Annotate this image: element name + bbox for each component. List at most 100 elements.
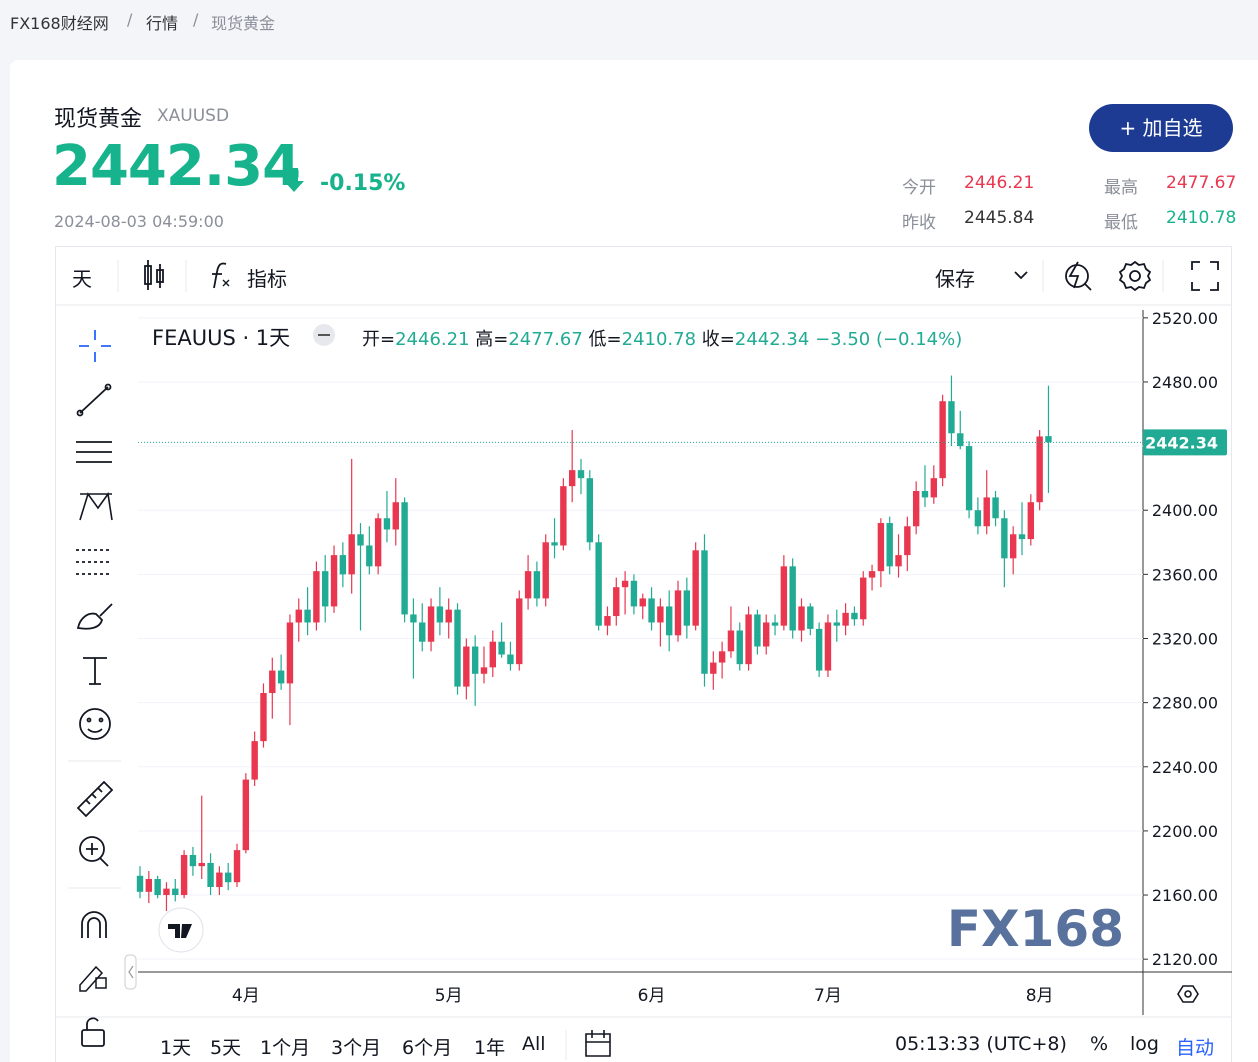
auto-toggle[interactable]: 自动 — [1176, 1037, 1215, 1059]
candle-body — [586, 478, 594, 543]
candle-body — [198, 862, 205, 867]
candle-body — [225, 872, 232, 883]
range-button[interactable]: 3个月 — [331, 1037, 382, 1059]
candle-body — [895, 555, 902, 567]
candle-body — [207, 862, 214, 888]
candle-body — [419, 622, 426, 642]
candle-body — [763, 622, 770, 647]
candle-body — [666, 606, 673, 636]
stat-label: 最低 — [1104, 213, 1138, 233]
candle-body — [983, 497, 990, 527]
candle-body — [736, 630, 743, 665]
range-button[interactable]: 1天 — [160, 1037, 192, 1059]
candle-body — [798, 606, 805, 631]
quote-name: 现货黄金 — [54, 107, 143, 132]
interval-button[interactable]: 天 — [72, 267, 92, 291]
x-tick-label: 4月 — [232, 986, 260, 1006]
range-button[interactable]: 6个月 — [402, 1037, 453, 1059]
indicators-button[interactable]: 指标 — [247, 267, 287, 291]
stat-label: 昨收 — [902, 213, 936, 233]
candle-body — [295, 609, 302, 623]
candle-body — [1001, 518, 1008, 559]
quote-symbol: XAUUSD — [157, 106, 230, 126]
range-button[interactable]: 1年 — [474, 1037, 506, 1059]
stat-value: 2410.78 — [1166, 208, 1237, 228]
quote-time: 2024-08-03 04:59:00 — [54, 212, 224, 231]
candle-body — [595, 542, 602, 626]
candle-body — [242, 779, 250, 851]
candle-body — [1036, 436, 1043, 503]
candle-body — [842, 612, 849, 626]
log-toggle[interactable]: log — [1130, 1033, 1159, 1055]
candle-body — [330, 555, 338, 607]
last-price-label: 2442.34 — [1145, 433, 1218, 452]
candle-body — [216, 872, 223, 888]
legend-label: 开= — [362, 329, 396, 350]
candle-body — [974, 510, 982, 527]
candle-body — [542, 542, 549, 599]
candle-body — [348, 534, 355, 575]
clock: 05:13:33 (UTC+8) — [895, 1033, 1067, 1055]
candle-body — [648, 598, 655, 623]
candle-body — [577, 470, 585, 479]
range-button[interactable]: 5天 — [210, 1037, 242, 1059]
candle-body — [939, 401, 946, 479]
legend-value: 2442.34 — [734, 329, 810, 350]
range-button[interactable]: 1个月 — [260, 1037, 311, 1059]
x-tick-label: 5月 — [435, 986, 463, 1006]
candle-body — [427, 606, 435, 642]
x-tick-label: 8月 — [1026, 986, 1054, 1006]
candle-body — [630, 580, 638, 607]
candle-body — [957, 433, 964, 447]
legend-label: 高= — [475, 329, 509, 350]
breadcrumb-link[interactable]: FX168财经网 — [10, 14, 109, 33]
save-button[interactable]: 保存 — [935, 267, 975, 291]
candle-body — [639, 598, 646, 607]
candle-body — [163, 888, 170, 896]
candle-body — [912, 490, 920, 527]
stat-label: 今开 — [902, 178, 936, 198]
candle-body — [374, 518, 382, 567]
breadcrumb-link[interactable]: 行情 — [146, 14, 179, 33]
y-tick-label: 2320.00 — [1152, 630, 1218, 649]
quote-change: -0.15% — [320, 171, 406, 196]
percent-toggle[interactable]: % — [1090, 1033, 1109, 1055]
candle-body — [180, 854, 188, 896]
breadcrumb-current: 现货黄金 — [211, 14, 276, 33]
candle-body — [445, 609, 452, 623]
candle-body — [463, 646, 470, 687]
add-watchlist-button[interactable]: + 加自选 — [1089, 104, 1233, 152]
candle-body — [454, 609, 461, 687]
candle-body — [383, 518, 391, 530]
candle-body — [357, 534, 364, 546]
candle-body — [965, 446, 973, 511]
candle-body — [471, 646, 479, 674]
candle-body — [727, 630, 735, 652]
candle-body — [269, 670, 276, 694]
candle-body — [692, 550, 699, 626]
candle-body — [551, 542, 558, 546]
candle-body — [948, 401, 955, 434]
candle-body — [366, 545, 373, 567]
legend-value: 2446.21 — [395, 329, 470, 350]
candle-body — [1027, 502, 1035, 540]
legend-value: 2410.78 — [621, 329, 697, 350]
candle-body — [807, 606, 814, 629]
candle-body — [877, 523, 885, 572]
candle-body — [313, 571, 320, 623]
candle-body — [304, 609, 311, 623]
stat-value: 2446.21 — [964, 173, 1035, 193]
candle-body — [524, 571, 532, 599]
down-arrow — [284, 168, 304, 192]
legend-symbol: FEAUUS · 1天 — [152, 326, 291, 350]
y-tick-label: 2160.00 — [1152, 886, 1218, 905]
stat-value: 2477.67 — [1166, 173, 1237, 193]
candle-body — [392, 502, 399, 530]
candle-body — [657, 606, 664, 623]
range-button[interactable]: All — [522, 1033, 546, 1055]
watermark: FX168 — [947, 900, 1124, 958]
candle-body — [683, 590, 691, 626]
candle-body — [992, 497, 999, 519]
candle-body — [286, 622, 294, 684]
candle-body — [613, 587, 620, 617]
